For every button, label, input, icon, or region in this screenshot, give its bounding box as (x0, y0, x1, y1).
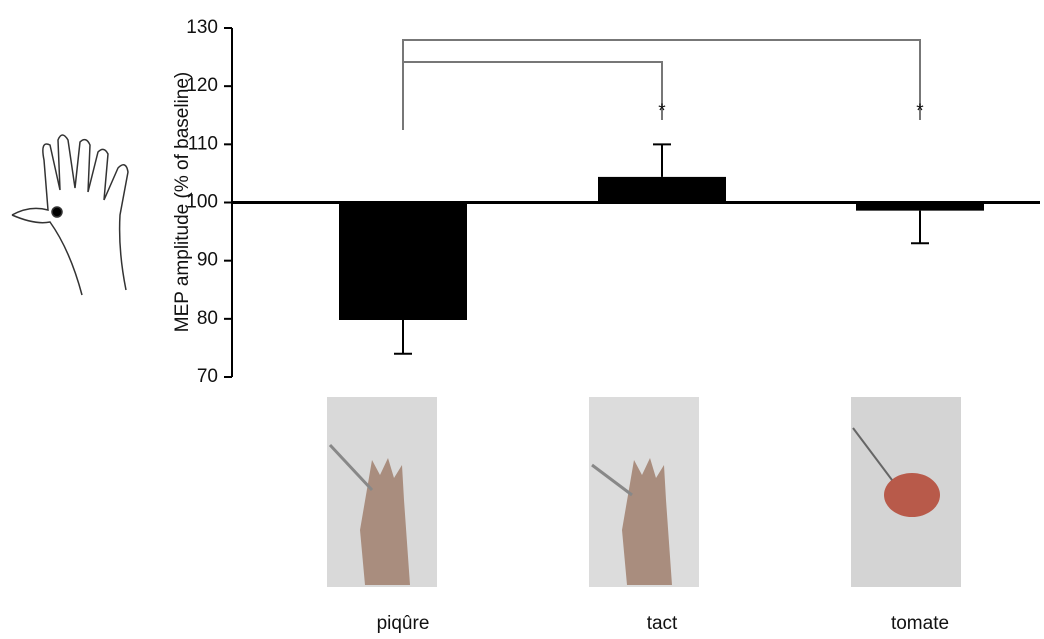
y-axis-label: MEP amplitude (% of baseline) (172, 72, 193, 333)
significance-label: * (658, 101, 666, 122)
y-tick-label: 90 (197, 250, 218, 271)
bar (339, 202, 467, 320)
y-tick-label: 130 (186, 17, 218, 38)
significance-brackets (402, 39, 921, 130)
significance-label: * (916, 101, 924, 122)
y-tick-label: 120 (186, 75, 218, 96)
x-tick-label: tact (647, 613, 678, 634)
x-tick-label: tomate (891, 613, 949, 634)
y-tick-label: 110 (188, 133, 218, 154)
bar (856, 202, 984, 211)
y-tick-label: 100 (186, 192, 218, 213)
bar (598, 176, 726, 203)
y-tick-label: 80 (197, 308, 218, 329)
x-tick-label: piqûre (377, 613, 430, 634)
hand-icon (11, 134, 129, 296)
photos (327, 397, 961, 587)
y-tick-label: 70 (197, 366, 218, 387)
